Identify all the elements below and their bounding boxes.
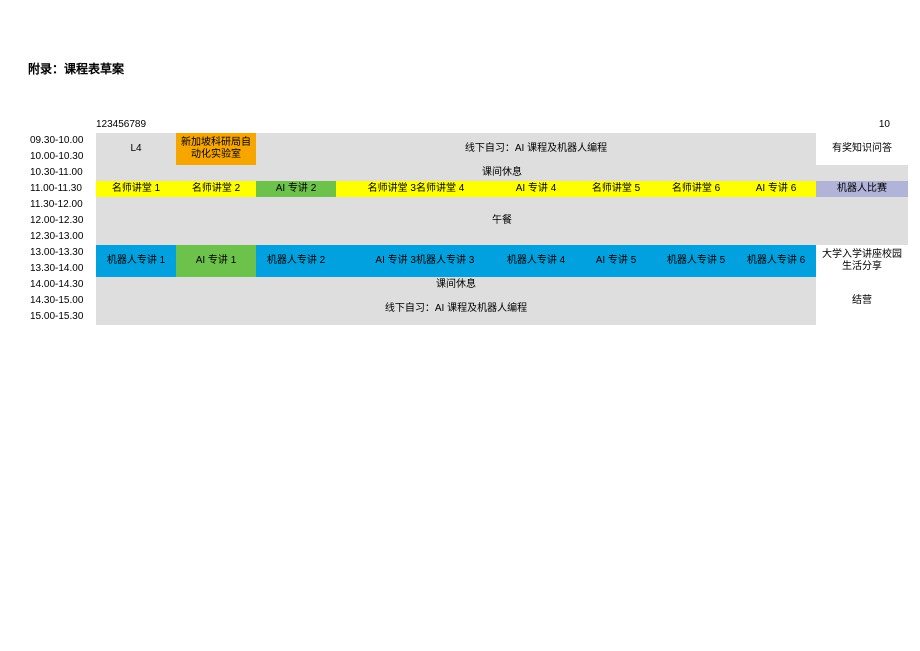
time-1200: 12.00-12.30 (28, 213, 96, 229)
time-1430: 14.30-15.00 (28, 293, 96, 309)
time-1230: 12.30-13.00 (28, 229, 96, 245)
page-title: 附录：课程表草案 (28, 60, 892, 77)
cell-break1: 课间休息 (96, 165, 908, 181)
time-1400: 14.00-14.30 (28, 277, 96, 293)
cell-selfstudy1: 线下自习：AI 课程及机器人编程 (256, 133, 816, 165)
robot-4b: 机器人专讲 3 (416, 245, 496, 277)
robot-7: 机器人专讲 5 (656, 245, 736, 277)
time-1330: 13.30-14.00 (28, 261, 96, 277)
cell-lab: 新加坡科研局自动化实验室 (176, 133, 256, 165)
timetable-grid: 123456789 10 09.30-10.00 L4 新加坡科研局自动化实验室… (28, 117, 892, 325)
robot-3: 机器人专讲 2 (256, 245, 336, 277)
time-1100: 11.00-11.30 (28, 181, 96, 197)
cell-lunch: 午餐 (96, 197, 908, 245)
lecture-7: 名师讲堂 6 (656, 181, 736, 197)
robot-4: AI 专讲 3 (336, 245, 416, 277)
time-1130: 11.30-12.00 (28, 197, 96, 213)
lecture-5: AI 专讲 4 (496, 181, 576, 197)
time-1030: 10.30-11.00 (28, 165, 96, 181)
robot-8: 机器人专讲 6 (736, 245, 816, 277)
robot-1: 机器人专讲 1 (96, 245, 176, 277)
lecture-6: 名师讲堂 5 (576, 181, 656, 197)
robot-6: AI 专讲 5 (576, 245, 656, 277)
lecture-right: 机器人比赛 (816, 181, 908, 197)
cell-L4: L4 (96, 133, 176, 165)
col-header-10: 10 (816, 117, 908, 133)
cell-break2: 课间休息 (96, 277, 816, 293)
cell-quiz: 有奖知识问答 (816, 133, 908, 165)
time-1300: 13.00-13.30 (28, 245, 96, 261)
robot-right: 大学入学讲座校园生活分享 (816, 245, 908, 277)
corner-blank (28, 117, 96, 133)
cell-selfstudy2: 线下自习：AI 课程及机器人编程 (96, 293, 816, 325)
lecture-4b: 名师讲堂 4 (416, 181, 496, 197)
lecture-4: 名师讲堂 3 (336, 181, 416, 197)
robot-5: 机器人专讲 4 (496, 245, 576, 277)
col-header-run: 123456789 (96, 117, 816, 133)
time-0930: 09.30-10.00 (28, 133, 96, 149)
lecture-2: 名师讲堂 2 (176, 181, 256, 197)
lecture-8: AI 专讲 6 (736, 181, 816, 197)
closing-cell: 结营 (816, 277, 908, 325)
lecture-1: 名师讲堂 1 (96, 181, 176, 197)
lecture-3: AI 专讲 2 (256, 181, 336, 197)
time-1000: 10.00-10.30 (28, 149, 96, 165)
time-1500: 15.00-15.30 (28, 309, 96, 325)
robot-2: AI 专讲 1 (176, 245, 256, 277)
